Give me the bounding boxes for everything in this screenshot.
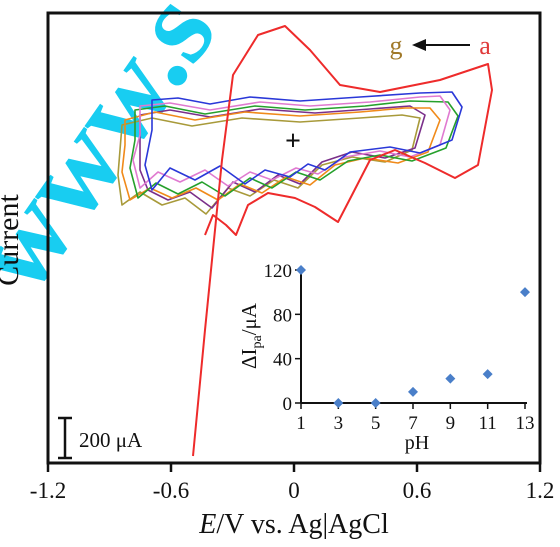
- inset-x-tick-label: 7: [408, 413, 418, 434]
- origin-marker: +: [285, 126, 301, 157]
- inset-x-tick-label: 5: [371, 413, 381, 434]
- inset-y-label-suffix: /μA: [237, 302, 261, 335]
- annotation-arrow-head: [412, 39, 426, 51]
- inset-data-point: [482, 369, 493, 380]
- inset-data-point: [333, 398, 344, 408]
- cv-curves: [117, 25, 493, 457]
- inset-data-point: [370, 398, 381, 408]
- watermark-text: www.s: [0, 0, 241, 315]
- scale-bar-label: 200 μA: [79, 428, 143, 452]
- main-x-label-rest: /V vs. Ag|AgCl: [216, 509, 389, 540]
- inset-data-point: [445, 373, 456, 384]
- cv-curve-f: [139, 105, 426, 209]
- cv-curve-b: [144, 91, 463, 191]
- cv-curve-g: [117, 114, 421, 215]
- inset-data-point: [296, 265, 306, 275]
- inset-y-label: ΔIpa/μA: [237, 302, 265, 369]
- inset-x-tick-label: 1: [296, 413, 306, 434]
- inset-y-label-sub: pa: [250, 334, 265, 348]
- inset-x-tick-label: 11: [479, 413, 497, 434]
- inset-y-tick-label: 120: [264, 261, 293, 282]
- inset-points: [296, 265, 530, 408]
- series-order-annotation: g a: [390, 31, 492, 60]
- watermark: www.s: [0, 0, 241, 315]
- main-x-axis: -1.2 -0.6 0 0.6 1.2: [30, 463, 555, 503]
- annotation-start-label: g: [390, 31, 403, 60]
- main-x-tick-label: 0: [288, 478, 300, 503]
- main-x-tick-label: -0.6: [153, 478, 189, 503]
- main-x-label-italic: E: [198, 509, 216, 540]
- inset-data-point: [408, 386, 418, 397]
- inset-x-tick-label: 3: [334, 413, 344, 434]
- inset-y-tick-label: 40: [273, 350, 292, 371]
- scale-bar: 200 μA: [58, 416, 143, 460]
- cv-curve-a: [192, 25, 493, 457]
- inset-x-tick-label: 9: [446, 413, 456, 434]
- inset-x-label: pH: [405, 432, 429, 454]
- main-x-tick-label: 1.2: [526, 478, 555, 503]
- main-x-label: E/V vs. Ag|AgCl: [198, 509, 389, 540]
- annotation-end-label: a: [479, 31, 491, 60]
- main-x-tick-label: -1.2: [30, 478, 66, 503]
- inset-x-tick-label: 13: [516, 413, 535, 434]
- inset-y-label-prefix: ΔI: [237, 348, 261, 369]
- inset-data-point: [520, 287, 530, 298]
- main-y-label: Current: [0, 194, 25, 286]
- main-x-tick-label: 0.6: [403, 478, 432, 503]
- cv-curve-c: [132, 95, 451, 189]
- inset-y-tick-label: 0: [283, 394, 293, 415]
- cv-curve-d: [129, 100, 459, 199]
- inset-y-tick-label: 80: [273, 305, 292, 326]
